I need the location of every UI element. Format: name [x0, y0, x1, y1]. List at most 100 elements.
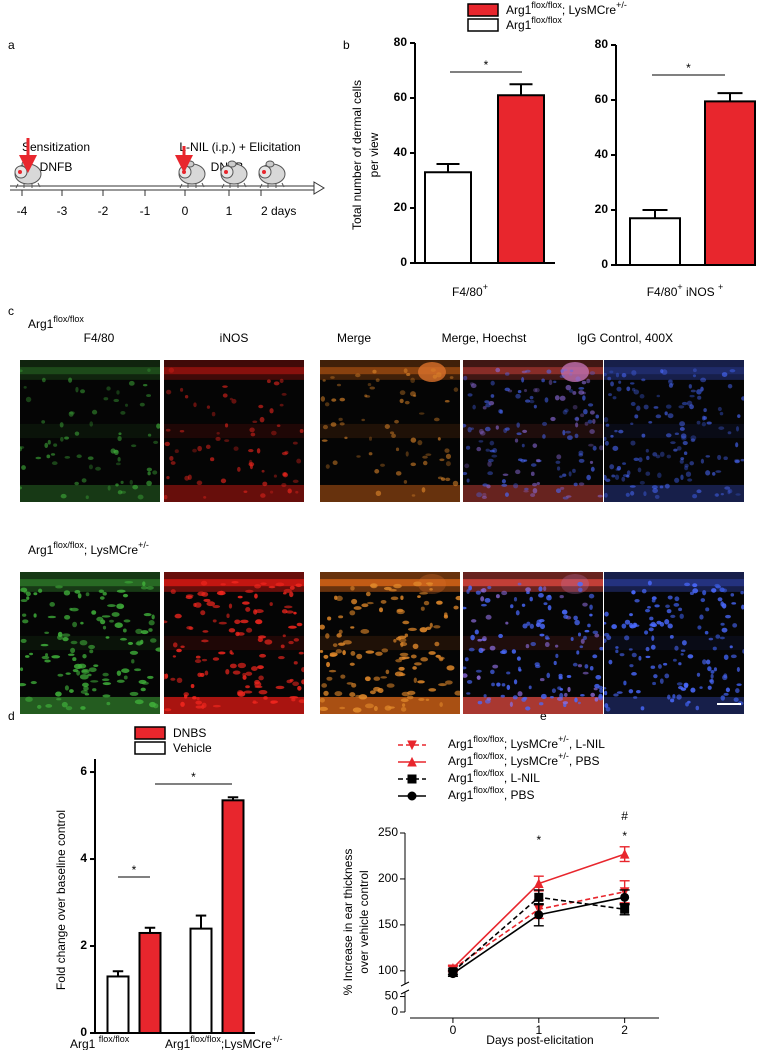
cell [720, 601, 724, 607]
cell [515, 469, 521, 475]
cell [690, 435, 697, 441]
cell [485, 403, 491, 408]
cell [539, 677, 545, 682]
cell [667, 413, 674, 419]
cell [445, 453, 452, 460]
timeline-tick-label: -2 [98, 204, 109, 218]
cell [574, 697, 578, 703]
cell [555, 488, 562, 494]
cell [117, 490, 123, 495]
legend-label-part: ; LysMCre [504, 737, 559, 751]
cell [505, 621, 509, 625]
x-axis-label-part: iNOS [683, 285, 718, 299]
x-tick-label: 2 [621, 1023, 628, 1037]
cell [564, 408, 569, 413]
cell [589, 666, 594, 671]
cell [651, 623, 658, 628]
epidermis-band [604, 367, 744, 375]
cell [242, 601, 250, 605]
cell [413, 677, 417, 683]
cell [114, 622, 123, 628]
column-header: F4/80 [84, 331, 115, 345]
cell [82, 682, 89, 688]
cell [413, 394, 417, 397]
cell [487, 471, 494, 476]
cell [501, 590, 508, 596]
cell [557, 686, 562, 690]
micrograph [320, 572, 460, 714]
cell [455, 595, 460, 601]
cell [613, 693, 619, 697]
y-tick-label: 80 [595, 37, 609, 51]
cell [482, 405, 487, 410]
cell [147, 471, 151, 476]
mouse-feet [15, 182, 41, 189]
cell [513, 679, 518, 685]
cell [103, 397, 109, 401]
y-tick-label: 250 [378, 825, 398, 839]
cell [365, 395, 371, 398]
cell [88, 464, 93, 470]
cell [281, 609, 288, 614]
cell [187, 474, 192, 481]
cell [634, 598, 640, 603]
cell [472, 404, 476, 410]
cell [705, 470, 711, 476]
legend-label-part: Arg1 [506, 3, 532, 17]
cell [444, 448, 450, 453]
cell [394, 671, 404, 677]
cell [95, 466, 101, 471]
cell [365, 591, 371, 597]
cell [368, 452, 373, 456]
cell [356, 455, 361, 458]
mouse-eye [182, 170, 186, 174]
cell [87, 456, 94, 461]
legend-swatch [467, 18, 499, 32]
cell [633, 389, 640, 395]
cell [327, 616, 332, 621]
cell [605, 478, 611, 482]
cell [422, 455, 428, 459]
cell [641, 588, 647, 594]
legend-label-part: +/- [558, 751, 569, 761]
cell [578, 482, 585, 486]
cell [567, 435, 573, 441]
cell [350, 650, 356, 656]
cell [611, 474, 616, 478]
cell [690, 389, 696, 393]
cell [589, 613, 593, 617]
cell [655, 414, 662, 419]
cell [410, 654, 417, 659]
cell [80, 621, 84, 625]
cell [569, 372, 573, 376]
cell [516, 656, 521, 661]
cell [727, 489, 731, 495]
dermis-band [604, 423, 744, 439]
cell [529, 395, 534, 400]
category-label-part: ;LysMCre [221, 1037, 272, 1050]
micrograph [164, 572, 304, 714]
dermis-band [20, 423, 160, 439]
cell [674, 596, 680, 602]
x-axis-label: F4/80+ iNOS + [647, 282, 724, 299]
cell [678, 662, 682, 666]
cell [134, 668, 142, 672]
cell [548, 379, 553, 386]
cell [20, 446, 23, 452]
cell [504, 387, 510, 392]
cell [630, 491, 635, 496]
legend-label-part: , L-NIL [569, 737, 605, 751]
cell [626, 474, 630, 478]
cell [184, 394, 189, 399]
cell [111, 612, 120, 617]
cell [289, 585, 295, 590]
cell [44, 442, 49, 449]
cell [674, 645, 679, 651]
cell [295, 583, 303, 588]
cell [634, 414, 639, 419]
cell [164, 441, 170, 447]
y-tick-label: 50 [385, 989, 399, 1003]
x-axis-label: Days post-elicitation [486, 1033, 593, 1047]
y-tick-label: 0 [391, 1004, 398, 1018]
